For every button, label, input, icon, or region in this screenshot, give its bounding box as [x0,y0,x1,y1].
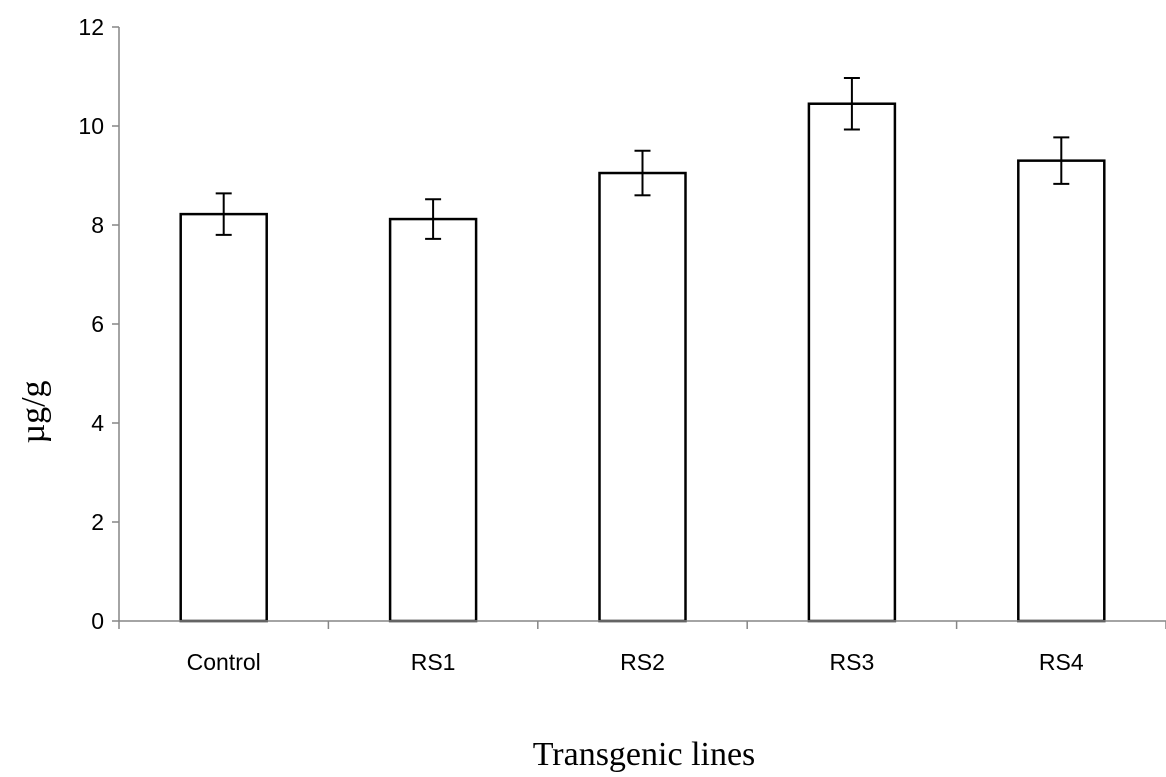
y-tick-label: 8 [91,212,104,238]
error-bar-rs1 [425,198,442,240]
x-tick-label-rs4: RS4 [1039,649,1084,675]
error-bar-rs3 [843,76,860,131]
y-tick-label: 10 [78,113,104,139]
y-tick-label: 6 [91,311,104,337]
x-tick-label-rs3: RS3 [830,649,875,675]
x-tick-label-control: Control [187,649,261,675]
y-ticks: 0 2 4 6 8 10 12 [78,14,119,634]
error-bar-control [215,192,232,236]
error-bars-layer [215,76,1070,240]
y-tick-label: 12 [78,14,104,40]
x-tick-label-rs1: RS1 [411,649,456,675]
y-tick-label: 2 [91,509,104,535]
x-tick-label-rs2: RS2 [620,649,665,675]
bar-rs1 [388,217,478,623]
bar-rs3 [807,102,897,623]
x-ticks: Control RS1 RS2 RS3 RS4 [118,621,1166,675]
bar-rs2 [598,171,687,623]
y-tick-label: 4 [91,410,104,436]
bar-rs4 [1017,159,1106,623]
x-axis-title: Transgenic lines [533,736,756,772]
y-tick-label: 0 [91,608,104,634]
y-axis-title: µg/g [15,380,52,443]
error-bar-rs2 [634,149,651,197]
error-bar-rs4 [1053,136,1070,185]
bar-control [179,212,268,623]
